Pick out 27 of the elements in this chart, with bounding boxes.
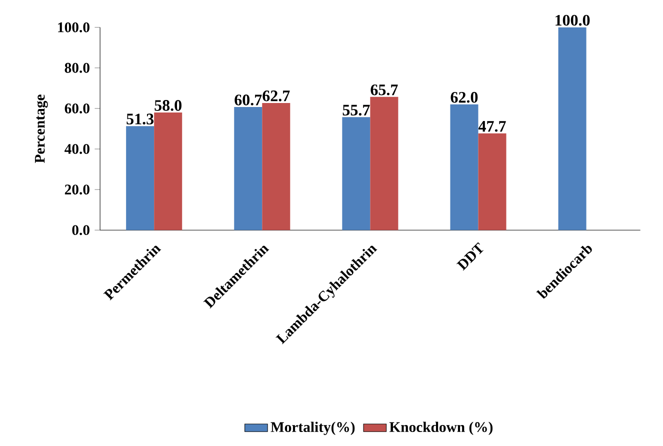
data-label: 58.0 <box>154 100 182 111</box>
data-label: 51.3 <box>126 114 154 124</box>
bar <box>342 117 370 230</box>
y-tick-label: 60.0 <box>64 103 90 114</box>
y-tick-label: 20.0 <box>64 184 90 194</box>
data-label: 55.7 <box>342 104 370 116</box>
y-tick-label: 100.0 <box>58 22 90 32</box>
bar <box>478 133 506 230</box>
data-label: 62.7 <box>262 90 290 102</box>
bar <box>234 106 262 230</box>
data-label: 65.7 <box>370 84 398 96</box>
y-tick-label: 40.0 <box>64 144 90 154</box>
legend-label: Mortality(%) <box>270 422 355 435</box>
bar <box>126 126 154 230</box>
data-label: 60.7 <box>234 94 262 106</box>
legend-label: Knockdown (%) <box>389 422 493 435</box>
data-label: 100.0 <box>556 14 590 26</box>
y-axis-title: Percentage <box>34 94 48 163</box>
y-tick-label: 80.0 <box>64 62 90 73</box>
data-label: 62.0 <box>450 92 478 103</box>
bar <box>154 112 182 230</box>
bar <box>370 96 398 230</box>
bar <box>558 27 586 230</box>
data-label: 47.7 <box>478 120 506 132</box>
bar <box>450 104 478 230</box>
y-tick-label: 0.0 <box>72 225 90 235</box>
bar <box>262 102 290 230</box>
